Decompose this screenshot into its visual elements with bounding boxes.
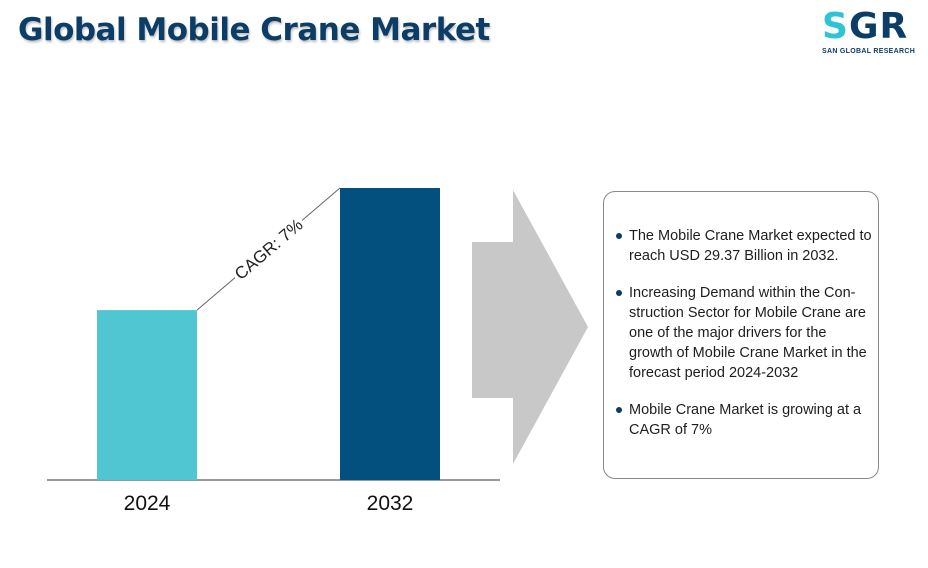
info-item: Increasing Demand within the Con-structi… bbox=[616, 283, 872, 383]
cagr-label-background bbox=[226, 210, 311, 288]
logo-subtitle: SAN GLOBAL RESEARCH bbox=[822, 48, 916, 55]
info-list: The Mobile Crane Market expected to reac… bbox=[604, 192, 878, 440]
right-arrow-icon bbox=[472, 190, 588, 464]
info-item: Mobile Crane Market is growing at a CAGR… bbox=[616, 400, 872, 440]
bar-chart: 2024 2032 CAGR: 7% bbox=[47, 187, 500, 515]
logo-letters-gr: GR bbox=[848, 6, 909, 47]
logo-letter-s: S bbox=[822, 6, 849, 47]
sgr-logo: SGR SAN GLOBAL RESEARCH bbox=[818, 6, 922, 58]
page-title: Global Mobile Crane Market bbox=[18, 12, 490, 48]
info-item: The Mobile Crane Market expected to reac… bbox=[616, 228, 872, 264]
info-box: The Mobile Crane Market expected to reac… bbox=[603, 191, 879, 479]
logo-letters: SGR bbox=[822, 6, 908, 47]
x-tick-label: 2032 bbox=[367, 492, 414, 515]
bar-2032 bbox=[340, 188, 440, 480]
x-tick-label: 2024 bbox=[124, 492, 171, 515]
bar-2024 bbox=[97, 310, 197, 480]
cagr-annotation: CAGR: 7% bbox=[231, 215, 307, 283]
